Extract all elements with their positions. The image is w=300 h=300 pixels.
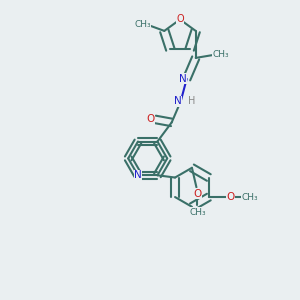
Text: N: N — [179, 74, 187, 84]
Text: CH₃: CH₃ — [189, 208, 206, 217]
Text: O: O — [147, 114, 155, 124]
Text: N: N — [134, 170, 142, 180]
Text: O: O — [226, 192, 235, 202]
Text: O: O — [176, 14, 184, 25]
Text: CH₃: CH₃ — [134, 20, 151, 29]
Text: CH₃: CH₃ — [213, 50, 230, 59]
Text: N: N — [174, 96, 182, 106]
Text: CH₃: CH₃ — [241, 193, 258, 202]
Text: H: H — [188, 96, 195, 106]
Text: O: O — [193, 189, 201, 199]
